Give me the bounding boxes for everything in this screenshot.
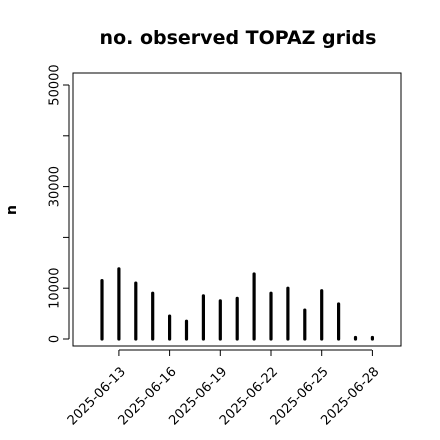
y-tick-label: 30000: [48, 166, 63, 207]
y-ticks: 0 10000 30000 50000: [48, 64, 69, 343]
x-ticks: 2025-06-132025-06-162025-06-192025-06-22…: [65, 350, 382, 428]
chart-title: no. observed TOPAZ grids: [100, 27, 377, 49]
y-tick-label: 50000: [48, 64, 63, 105]
y-tick-label: 0: [48, 335, 63, 343]
y-axis-label: n: [4, 205, 20, 215]
plot-frame: [72, 72, 402, 347]
y-tick-label: 10000: [48, 268, 63, 309]
bars: [100, 267, 374, 341]
